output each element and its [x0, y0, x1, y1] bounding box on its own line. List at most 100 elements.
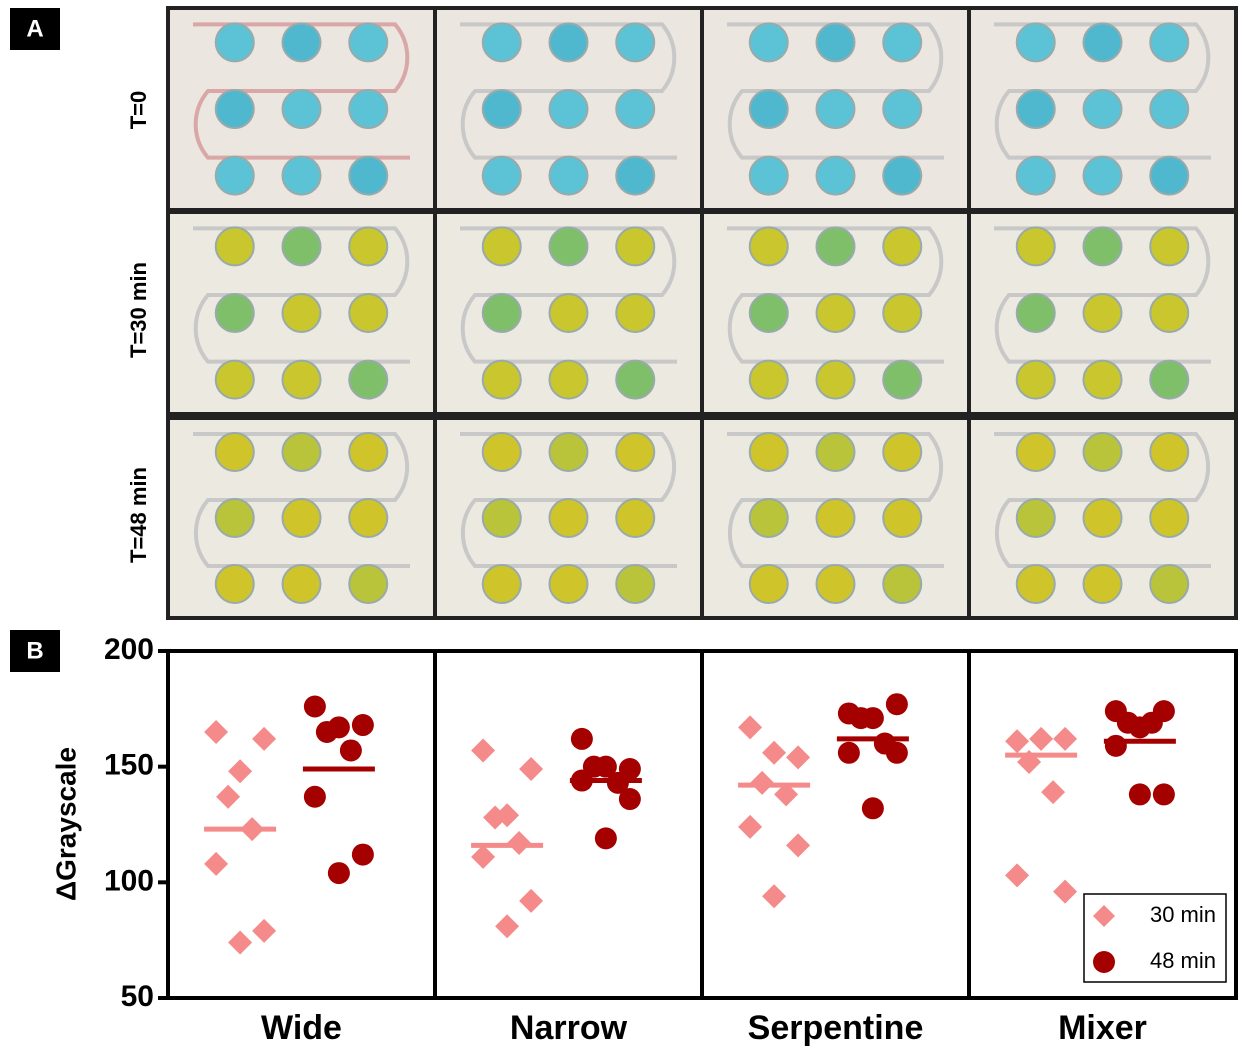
- well: [1150, 157, 1188, 195]
- well: [1084, 157, 1122, 195]
- well: [349, 23, 387, 61]
- photo-grid: [168, 8, 1236, 618]
- well: [483, 157, 521, 195]
- point: [228, 759, 252, 783]
- well: [1150, 499, 1188, 537]
- y-tick-label: 100: [104, 864, 154, 897]
- well: [483, 90, 521, 128]
- well: [817, 23, 855, 61]
- y-axis-label: ΔGrayscale: [50, 747, 81, 901]
- well: [283, 565, 321, 603]
- point: [204, 720, 228, 744]
- well: [1084, 499, 1122, 537]
- point: [352, 844, 374, 866]
- well: [616, 361, 654, 399]
- point: [786, 833, 810, 857]
- well: [750, 23, 788, 61]
- well: [1084, 294, 1122, 332]
- point: [471, 845, 495, 869]
- legend-marker: [1093, 951, 1115, 973]
- well: [883, 90, 921, 128]
- panel-frame: [168, 651, 435, 998]
- well: [349, 294, 387, 332]
- well: [883, 227, 921, 265]
- well: [883, 433, 921, 471]
- point: [762, 884, 786, 908]
- point: [328, 862, 350, 884]
- well: [483, 294, 521, 332]
- well: [349, 361, 387, 399]
- figure: A B T=0 T=30 min T=48 min ΔGrayscale 50 1…: [0, 0, 1242, 1050]
- well: [1017, 294, 1055, 332]
- well: [616, 499, 654, 537]
- well: [817, 157, 855, 195]
- well: [817, 294, 855, 332]
- well: [1084, 361, 1122, 399]
- row-label: T=0: [126, 91, 151, 130]
- point: [519, 889, 543, 913]
- well: [1084, 23, 1122, 61]
- well: [616, 157, 654, 195]
- well: [283, 499, 321, 537]
- row-label: T=30 min: [126, 262, 151, 358]
- well: [550, 361, 588, 399]
- point: [252, 919, 276, 943]
- well: [349, 157, 387, 195]
- well: [483, 361, 521, 399]
- point: [216, 785, 240, 809]
- point: [850, 707, 872, 729]
- point: [1053, 880, 1077, 904]
- well: [1017, 433, 1055, 471]
- point: [340, 739, 362, 761]
- panel-label: A: [26, 15, 43, 42]
- point: [1005, 863, 1029, 887]
- point: [762, 741, 786, 765]
- well: [550, 157, 588, 195]
- point: [595, 827, 617, 849]
- well: [1017, 157, 1055, 195]
- well: [216, 361, 254, 399]
- well: [216, 499, 254, 537]
- well: [283, 23, 321, 61]
- point: [1117, 712, 1139, 734]
- well: [349, 499, 387, 537]
- well: [817, 433, 855, 471]
- well: [1084, 90, 1122, 128]
- well: [817, 90, 855, 128]
- point: [571, 728, 593, 750]
- y-tick-label: 150: [104, 749, 154, 782]
- point: [619, 788, 641, 810]
- x-tick-label: Wide: [261, 1009, 342, 1047]
- point: [886, 742, 908, 764]
- row-label: T=48 min: [126, 467, 151, 563]
- well: [1150, 23, 1188, 61]
- well: [750, 433, 788, 471]
- well: [483, 227, 521, 265]
- well: [817, 361, 855, 399]
- well: [616, 23, 654, 61]
- legend-label: 30 min: [1150, 902, 1216, 927]
- well: [216, 23, 254, 61]
- point: [1005, 729, 1029, 753]
- point: [1105, 735, 1127, 757]
- well: [283, 294, 321, 332]
- well: [817, 499, 855, 537]
- well: [1017, 565, 1055, 603]
- point: [862, 797, 884, 819]
- well: [616, 294, 654, 332]
- well: [883, 294, 921, 332]
- well: [1084, 565, 1122, 603]
- well: [616, 90, 654, 128]
- point: [519, 757, 543, 781]
- y-tick-label: 50: [121, 980, 154, 1013]
- point: [838, 742, 860, 764]
- well: [750, 90, 788, 128]
- well: [817, 227, 855, 265]
- panel-label: B: [26, 637, 43, 664]
- well: [616, 227, 654, 265]
- well: [550, 433, 588, 471]
- well: [550, 227, 588, 265]
- well: [550, 565, 588, 603]
- well: [1150, 361, 1188, 399]
- well: [750, 294, 788, 332]
